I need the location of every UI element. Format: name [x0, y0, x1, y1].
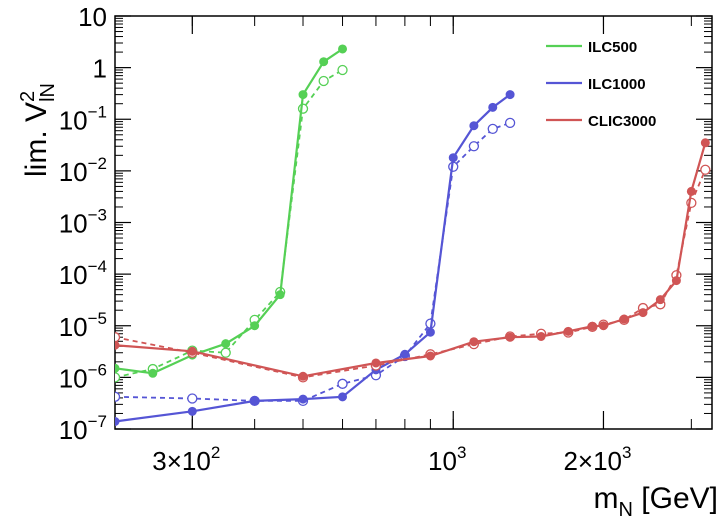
y-axis: 10−7 10−6 10−5 10−4 10−3 10−2 10−1 1 10	[59, 2, 712, 445]
series-clic3000-dashed-line	[115, 169, 707, 379]
series-ilc1000-open-marker	[187, 393, 198, 404]
series-ilc1000-filled-marker	[338, 392, 348, 402]
x-tick-label: 103	[428, 443, 466, 476]
y-tick-label: 1	[93, 54, 107, 84]
series-clic3000-solid-line	[115, 142, 707, 378]
x-axis-title: mN [GeV]	[594, 482, 719, 518]
x-tick-label: 2×103	[563, 443, 631, 476]
series-ilc1000-filled-marker	[425, 327, 435, 337]
series-clic3000-filled-marker	[655, 295, 665, 305]
series-ilc1000-filled-marker	[187, 406, 197, 416]
series-ilc1000-filled-marker	[448, 153, 458, 163]
series-ilc1000-filled-marker	[469, 121, 479, 131]
series-ilc1000-open-marker	[487, 123, 498, 135]
series-ilc1000-open-marker	[504, 117, 516, 129]
series-ilc500-filled-marker	[319, 57, 329, 67]
series-ilc500-solid-line	[115, 48, 344, 375]
series-clic3000-filled-marker	[686, 186, 696, 196]
series-ilc1000-filled-marker	[115, 416, 120, 426]
series-clic3000-filled-marker	[598, 321, 608, 331]
y-tick-label: 10−3	[59, 206, 107, 239]
series-clic3000-filled-marker	[671, 276, 681, 286]
series-clic3000	[115, 138, 711, 383]
series-clic3000-filled-marker	[505, 332, 515, 342]
y-tick-label: 10−1	[59, 102, 107, 135]
series-ilc1000-solid-line	[115, 93, 511, 423]
series-ilc1000-filled-marker	[505, 90, 515, 100]
series-ilc1000-filled-marker	[488, 102, 498, 112]
series-group	[115, 44, 711, 426]
series-ilc500-open-marker	[318, 75, 329, 87]
series-ilc500-dashed-line	[115, 69, 343, 379]
series-clic3000-filled-marker	[563, 326, 573, 336]
series-clic3000-filled-marker	[638, 308, 648, 318]
x-axis: 3×102 103 2×103	[152, 16, 692, 476]
series-clic3000-open-marker	[115, 332, 121, 343]
series-ilc500-filled-marker	[221, 339, 231, 349]
series-ilc1000-open-marker	[115, 391, 121, 402]
series-ilc1000	[115, 90, 516, 426]
series-ilc500-open-marker	[297, 103, 309, 114]
series-clic3000-open-marker	[700, 164, 711, 175]
y-tick-label: 10−7	[59, 412, 107, 445]
series-clic3000-filled-marker	[536, 331, 546, 341]
series-ilc1000-filled-marker	[400, 349, 410, 359]
series-clic3000-filled-marker	[425, 351, 435, 361]
series-ilc500-filled-marker	[298, 90, 308, 100]
series-ilc1000-open-marker	[468, 141, 480, 152]
series-ilc1000-filled-marker	[250, 396, 260, 406]
series-ilc500-open-marker	[337, 64, 348, 76]
series-clic3000-filled-marker	[187, 346, 197, 356]
y-tick-label: 10−5	[59, 309, 107, 342]
series-ilc500-filled-marker	[115, 363, 120, 373]
series-clic3000-filled-marker	[587, 321, 597, 331]
series-clic3000-filled-marker	[469, 337, 479, 347]
series-ilc500-filled-marker	[275, 290, 285, 300]
y-axis-title: lim. V2lN	[17, 83, 59, 177]
y-tick-label: 10	[78, 2, 107, 32]
series-ilc500-filled-marker	[338, 44, 348, 54]
legend-label-ilc500: ILC500	[588, 39, 637, 56]
series-clic3000-filled-marker	[700, 138, 710, 148]
legend-label-clic3000: CLIC3000	[588, 113, 656, 130]
series-clic3000-filled-marker	[298, 371, 308, 381]
y-tick-label: 10−4	[59, 257, 107, 290]
y-tick-label: 10−6	[59, 360, 107, 393]
series-ilc500-filled-marker	[250, 321, 260, 331]
series-clic3000-filled-marker	[619, 314, 629, 324]
x-tick-label: 3×102	[152, 443, 220, 476]
series-ilc500-open-marker	[115, 372, 121, 383]
series-ilc1000-open-marker	[337, 378, 348, 389]
series-ilc500	[115, 44, 348, 383]
series-clic3000-filled-marker	[371, 358, 381, 368]
y-tick-label: 10−2	[59, 154, 107, 187]
series-ilc500-open-marker	[220, 347, 231, 358]
series-ilc500-filled-marker	[148, 368, 158, 378]
series-ilc1000-filled-marker	[298, 394, 308, 404]
legend-label-ilc1000: ILC1000	[588, 76, 646, 93]
series-clic3000-filled-marker	[115, 340, 120, 350]
legend: ILC500 ILC1000 CLIC3000	[546, 39, 656, 130]
